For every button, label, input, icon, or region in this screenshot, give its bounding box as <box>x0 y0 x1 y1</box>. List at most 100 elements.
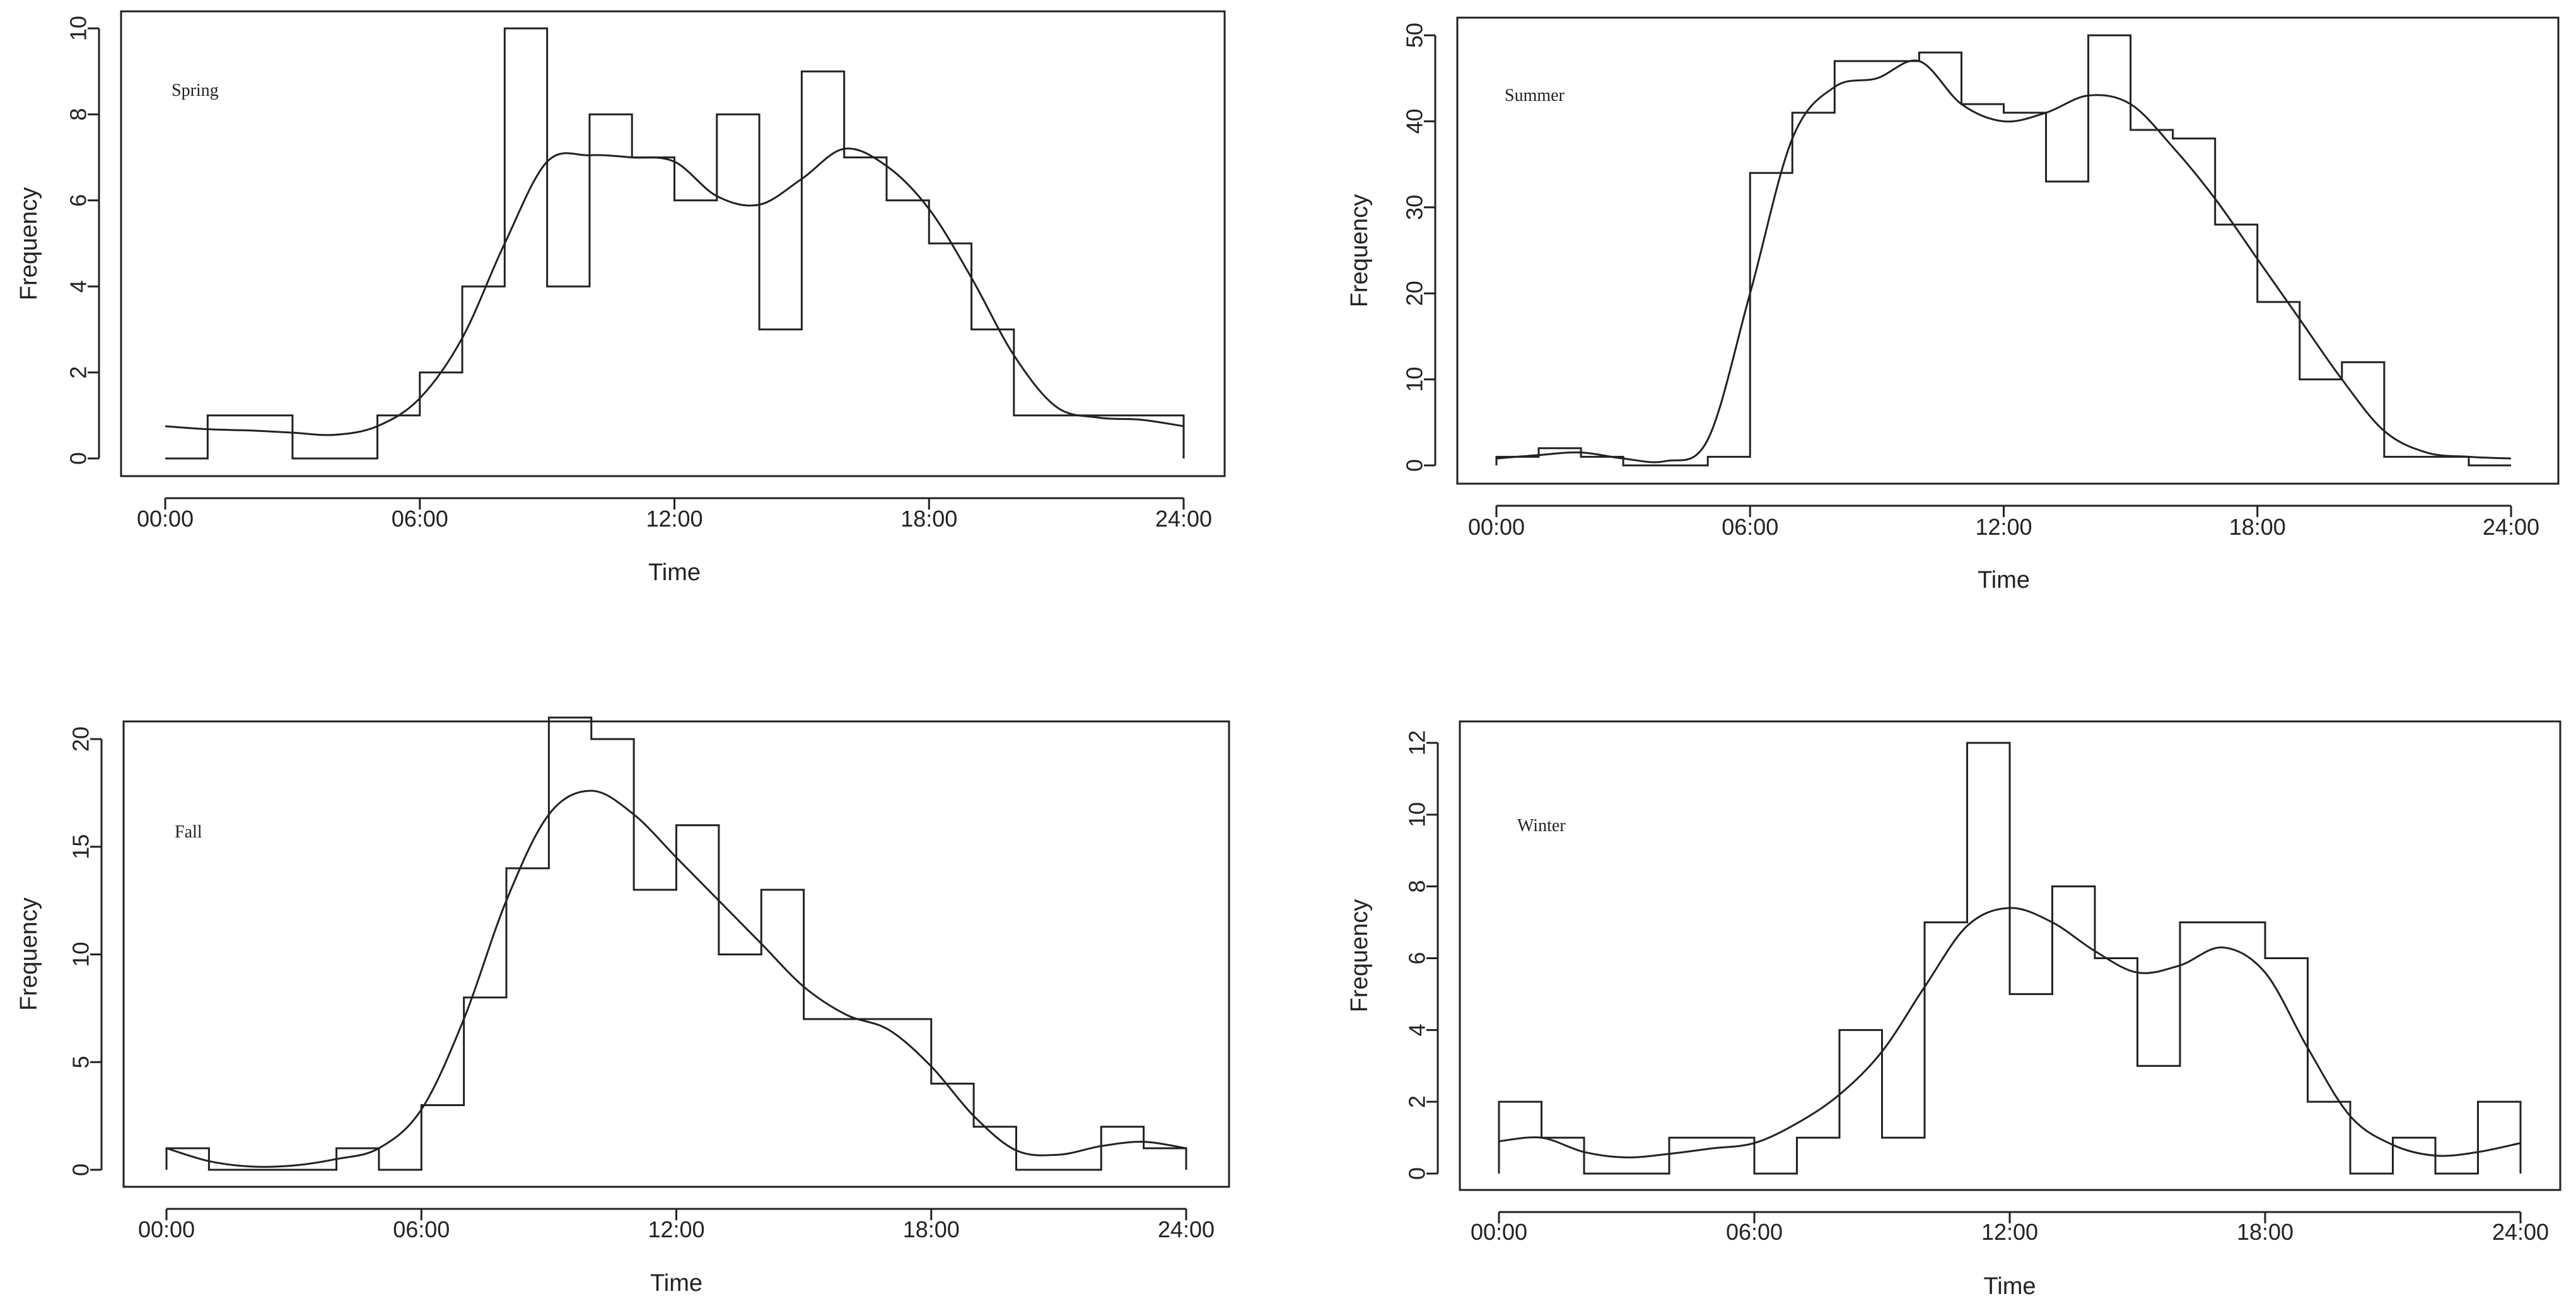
histogram-bar <box>2138 1066 2181 1174</box>
histogram-bar <box>974 1127 1016 1170</box>
y-axis-title: Frequency <box>1346 194 1373 308</box>
histogram-bar <box>464 998 506 1170</box>
x-tick-label: 00:00 <box>1471 1219 1527 1245</box>
histogram-bar <box>2342 362 2384 465</box>
histogram-steps <box>1495 34 2511 467</box>
histogram-bar <box>2131 130 2173 465</box>
density-curve <box>1496 59 2512 464</box>
x-tick-label: 24:00 <box>1158 1216 1215 1242</box>
histogram-bar <box>931 1083 974 1170</box>
y-tick-label: 40 <box>1402 108 1428 134</box>
histogram-bar <box>1712 1138 1755 1174</box>
y-tick-label: 2 <box>1404 1095 1430 1108</box>
plot-frame <box>1459 720 2561 1191</box>
histogram-bar <box>759 329 801 458</box>
histogram-bar <box>972 329 1014 458</box>
histogram-bar <box>2010 994 2053 1174</box>
x-tick-label: 24:00 <box>1155 506 1212 532</box>
plot-frame <box>1456 16 2560 485</box>
histogram-bar <box>377 416 419 458</box>
x-axis-title: Time <box>1983 1273 2036 1300</box>
histogram-bar <box>592 739 634 1170</box>
histogram-bar <box>677 825 719 1170</box>
x-axis-title: Time <box>1978 567 2030 593</box>
histogram-bar <box>1792 113 1834 465</box>
x-tick-label: 00:00 <box>137 506 194 532</box>
x-tick-label: 12:00 <box>1981 1219 2038 1245</box>
histogram-bar <box>632 158 674 458</box>
y-tick-label: 8 <box>66 108 91 120</box>
histogram-steps <box>165 716 1187 1171</box>
density-curve <box>166 790 1187 1168</box>
histogram-bar <box>1099 416 1141 458</box>
histogram-steps <box>165 27 1185 460</box>
histogram-bar <box>2384 457 2427 465</box>
histogram-bar <box>2223 923 2266 1174</box>
histogram-bar <box>1919 52 1961 465</box>
histogram-bar <box>421 1105 463 1170</box>
x-tick-label: 06:00 <box>392 506 448 532</box>
histogram-bar <box>1839 1030 1882 1174</box>
x-tick-label: 12:00 <box>1975 514 2032 540</box>
histogram-bar <box>2265 959 2308 1174</box>
histogram-bar <box>2478 1102 2521 1174</box>
y-tick-label: 6 <box>66 194 91 207</box>
y-tick-label: 30 <box>1402 195 1428 220</box>
x-tick-label: 18:00 <box>903 1216 960 1242</box>
x-tick-label: 18:00 <box>2229 514 2286 540</box>
histogram-bar <box>2300 380 2342 465</box>
x-tick-label: 06:00 <box>393 1216 450 1242</box>
y-tick-label: 10 <box>66 16 91 41</box>
plot-frame <box>122 720 1230 1188</box>
histogram-bar <box>549 718 591 1170</box>
histogram-bar <box>1882 1138 1925 1174</box>
histogram-bar <box>1144 1148 1186 1170</box>
histogram-bar <box>1797 1138 1840 1174</box>
histogram-bar <box>1967 743 2010 1174</box>
histogram-bar <box>2173 139 2215 465</box>
season-label: Fall <box>175 822 202 842</box>
x-tick-label: 06:00 <box>1726 1219 1783 1245</box>
x-tick-label: 12:00 <box>646 506 702 532</box>
x-tick-label: 06:00 <box>1722 514 1778 540</box>
histogram-bar <box>1750 173 1792 465</box>
y-tick-label: 4 <box>1404 1023 1430 1036</box>
y-tick-label: 15 <box>68 834 94 860</box>
histogram-bar <box>462 286 504 458</box>
y-tick-label: 6 <box>1404 952 1430 964</box>
summer-panel: 00:00 06:00 12:00 18:00 24:00 0 10 20 30 40 50 Time… <box>1346 16 2560 593</box>
histogram-bar <box>420 373 462 458</box>
histogram-bar <box>1925 923 1967 1174</box>
winter-panel: 00:00 06:00 12:00 18:00 24:00 0 2 4 6 8 10 12 Time Fr… <box>1346 720 2561 1300</box>
y-tick-label: 0 <box>1402 459 1428 472</box>
spring-panel: 00:00 06:00 12:00 18:00 24:00 0 2 4 6 8 10 Time Freq… <box>16 10 1226 586</box>
histogram-bar <box>547 286 590 458</box>
histogram-bar <box>504 28 547 458</box>
y-tick-label: 20 <box>1402 281 1428 306</box>
histogram-bar <box>675 201 717 458</box>
histogram-bar <box>2427 457 2469 465</box>
x-tick-label: 12:00 <box>648 1216 704 1242</box>
y-tick-label: 0 <box>1404 1167 1430 1180</box>
x-axis-title: Time <box>650 1270 702 1297</box>
y-tick-label: 50 <box>1402 23 1428 48</box>
histogram-bar <box>1014 416 1056 458</box>
density-curve <box>165 147 1184 436</box>
histogram-bar <box>634 890 676 1170</box>
y-tick-label: 10 <box>68 942 94 967</box>
x-tick-label: 18:00 <box>2237 1219 2293 1245</box>
histogram-bar <box>1834 61 1877 465</box>
histogram-bar <box>1539 448 1581 465</box>
histogram-bar <box>1708 457 1750 465</box>
x-tick-label: 00:00 <box>1468 514 1525 540</box>
histogram-bar <box>1542 1138 1585 1174</box>
y-tick-label: 0 <box>66 452 91 465</box>
y-tick-label: 8 <box>1404 880 1430 893</box>
histogram-bar <box>844 158 887 458</box>
y-axis-title: Frequency <box>1346 899 1373 1013</box>
histogram-bar <box>717 114 759 458</box>
x-tick-label: 00:00 <box>138 1216 195 1242</box>
histogram-bar <box>719 955 761 1170</box>
y-tick-label: 0 <box>68 1163 94 1176</box>
